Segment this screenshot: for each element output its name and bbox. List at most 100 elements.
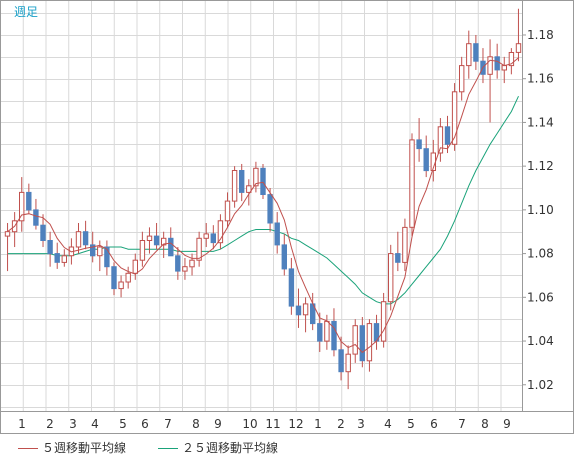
candle-body-up [217, 220, 224, 244]
candle-body-down [111, 266, 117, 290]
candle-body-up [466, 43, 472, 67]
candle-body-down [26, 191, 32, 211]
candle-body-up [459, 65, 465, 93]
x-tick-label: 4 [91, 417, 99, 431]
x-tick-label: 8 [481, 417, 489, 431]
x-tick-label: 9 [503, 417, 511, 431]
candle-body-up [182, 266, 188, 272]
x-tick-label: 1 [18, 417, 26, 431]
x-tick-label: 9 [214, 417, 222, 431]
candle-body-down [274, 222, 280, 246]
y-tick-label: 1.10 [527, 203, 554, 217]
candle-body-up [515, 43, 522, 53]
candle-body-up [4, 231, 11, 237]
candle-body-up [189, 259, 195, 268]
candle-body-down [40, 224, 46, 241]
candle-body-up [61, 255, 67, 263]
x-tick-label: 3 [69, 417, 77, 431]
y-tick-label: 1.04 [527, 334, 554, 348]
legend-item-ma5: ５週移動平均線 [18, 439, 126, 456]
candle-body-down [331, 320, 337, 351]
candle-body-up [402, 226, 408, 263]
candle-body-up [487, 56, 493, 75]
candle-body-down [317, 323, 323, 342]
candle-body-up [451, 91, 458, 145]
candles [4, 8, 522, 390]
candle-body-down [54, 253, 60, 263]
candle-body-up [324, 320, 330, 342]
candle-body-up [388, 253, 394, 303]
y-tick-label: 1.02 [527, 378, 554, 392]
x-tick-label: 4 [384, 417, 392, 431]
candle-body-up [437, 126, 444, 154]
candle-body-up [224, 200, 231, 222]
x-tick-label: 12 [288, 417, 303, 431]
x-tick-label: 6 [430, 417, 438, 431]
ma5-series-line [7, 57, 519, 354]
candle-body-down [338, 349, 344, 373]
candle-body-down [494, 56, 500, 71]
candle-body-up [501, 65, 508, 71]
candle-body-down [168, 237, 174, 257]
candle-body-up [125, 272, 131, 283]
candle-body-up [409, 139, 415, 228]
x-tick-label: 11 [265, 417, 280, 431]
x-tick-label: 7 [458, 417, 466, 431]
candle-body-up [253, 167, 259, 187]
candle-body-down [295, 305, 302, 316]
candle-body-up [352, 325, 358, 355]
candle-body-down [33, 209, 39, 226]
candle-body-up [75, 231, 82, 248]
period-label: 週足 [14, 5, 38, 19]
candle-body-down [473, 43, 479, 62]
candle-body-up [246, 185, 252, 193]
candle-body-up [345, 353, 351, 373]
candle-body-down [239, 170, 245, 193]
legend-swatch-ma5 [18, 448, 38, 449]
candle-body-down [260, 167, 266, 196]
x-tick-label: 3 [357, 417, 365, 431]
y-tick-label: 1.16 [527, 72, 554, 86]
candle-body-down [153, 235, 160, 246]
legend-label-ma5: ５週移動平均線 [42, 441, 127, 455]
candle-body-up [19, 191, 25, 222]
y-tick-label: 1.14 [527, 115, 554, 129]
x-tick-label: 8 [192, 417, 200, 431]
candle-body-up [508, 52, 515, 67]
candle-body-down [281, 244, 288, 270]
ma5-line [7, 57, 519, 354]
candle-body-down [90, 244, 96, 257]
x-tick-label: 5 [407, 417, 415, 431]
candle-body-down [416, 139, 422, 150]
candle-body-up [97, 246, 103, 257]
candle-body-up [302, 303, 309, 316]
candle-body-up [146, 235, 153, 242]
candle-body-up [380, 301, 387, 342]
legend-item-ma25: ２５週移動平均線 [158, 439, 278, 456]
candle-body-up [139, 240, 146, 261]
candle-body-up [196, 237, 202, 261]
candle-body-down [175, 255, 181, 272]
candle-body-down [359, 325, 366, 362]
candle-body-up [203, 233, 209, 239]
legend-label-ma25: ２５週移動平均線 [182, 441, 279, 455]
candle-body-down [82, 231, 89, 246]
y-tick-label: 1.06 [527, 290, 554, 304]
candle-body-down [288, 268, 295, 307]
x-tick-label: 1 [314, 417, 322, 431]
x-tick-label: 10 [242, 417, 257, 431]
candle-body-up [231, 170, 238, 202]
candle-body-up [366, 323, 373, 362]
candle-body-down [395, 253, 401, 263]
candle-body-up [118, 281, 124, 290]
candle-body-up [161, 237, 167, 246]
y-tick-label: 1.08 [527, 247, 554, 261]
x-tick-label: 2 [46, 417, 54, 431]
y-tick-label: 1.12 [527, 159, 554, 173]
candle-body-down [267, 194, 273, 224]
x-tick-label: 7 [164, 417, 172, 431]
x-tick-label: 2 [337, 417, 345, 431]
legend: ５週移動平均線 ２５週移動平均線 [0, 434, 574, 462]
candle-body-down [210, 233, 217, 244]
